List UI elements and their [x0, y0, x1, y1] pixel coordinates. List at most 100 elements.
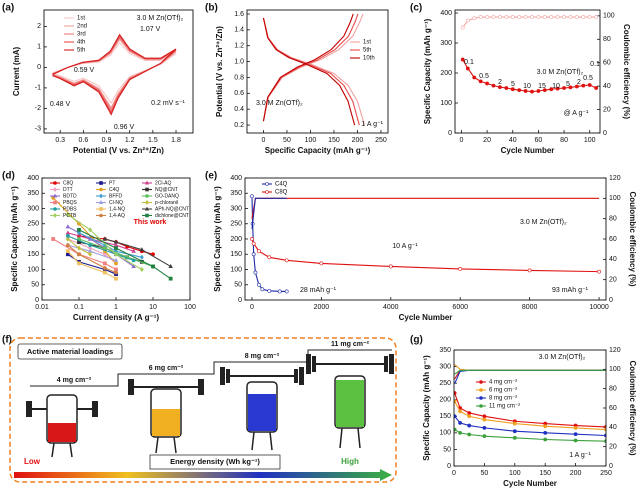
y2-tick-label: 100: [609, 366, 621, 373]
marker: [113, 239, 119, 244]
marker: [265, 190, 269, 194]
legend-label: 6 mg cm⁻²: [489, 388, 517, 394]
marker: [99, 213, 103, 218]
marker: [99, 181, 103, 185]
marker: [597, 269, 601, 274]
y-tick-label: 0: [37, 64, 41, 71]
annotation: 1 A g⁻¹: [569, 452, 591, 459]
legend-label: DTT: [63, 187, 73, 193]
legend-label: C8Q: [63, 180, 73, 186]
x-tick-label: 0: [459, 137, 463, 144]
marker: [114, 270, 118, 275]
y2-tick-label: 80: [603, 36, 611, 43]
legend-label: PDBS: [63, 206, 77, 212]
y-tick-label: 150: [439, 413, 451, 420]
marker: [472, 75, 477, 80]
marker: [458, 409, 462, 414]
x-tick-label: 250: [600, 470, 612, 477]
high-label: High: [341, 457, 359, 466]
plot-area: [262, 13, 366, 126]
legend-label: 5th: [363, 48, 371, 54]
y2-tick-label: 80: [609, 386, 617, 393]
marker: [543, 437, 548, 442]
panel-label: (a): [2, 3, 14, 14]
y2-tick-label: 60: [609, 405, 617, 412]
marker: [99, 207, 103, 211]
y-tick-label: 100: [27, 266, 39, 273]
marker: [65, 212, 70, 218]
panel-f: (f) Active material loadings 4 mg cm⁻² 6…: [2, 335, 397, 483]
y-tick-label: 250: [27, 221, 39, 228]
marker: [512, 435, 517, 440]
marker: [478, 79, 483, 84]
annotation: 1 A g⁻¹: [361, 121, 383, 128]
y2-tick-label: 20: [609, 444, 617, 451]
annotation: 28 mAh g⁻¹: [300, 287, 337, 294]
legend-label: 4 mg cm⁻²: [489, 380, 517, 386]
x-tick-label: 0.1: [74, 304, 84, 311]
battery-figure: [220, 367, 304, 451]
marker: [542, 88, 547, 93]
x-tick-label: 0: [452, 470, 456, 477]
marker: [260, 287, 265, 292]
legend-label: 1st: [363, 40, 371, 46]
legend-label: C4Q: [109, 187, 119, 193]
marker: [388, 264, 393, 269]
y2-tick-label: 0: [603, 130, 607, 137]
plot-area: [460, 15, 599, 94]
series-line: [454, 369, 606, 375]
panel-label: (f): [2, 335, 12, 346]
marker: [523, 89, 528, 93]
y-tick-label: 1.6: [234, 11, 244, 18]
marker: [114, 267, 118, 272]
marker: [467, 423, 472, 428]
x-axis-label: Specific Capacity (mAh g⁻¹): [265, 146, 371, 155]
y-tick-label: 0.4: [234, 106, 244, 113]
y-tick-label: -3: [35, 126, 41, 133]
x-tick-label: 1: [114, 304, 118, 311]
chart: (e)0 2000 4000 6000 8000 10000050100150200250…: [205, 171, 637, 322]
marker: [102, 246, 107, 251]
marker: [478, 15, 483, 19]
energy-arrow: [14, 469, 392, 481]
x-tick-label: 0: [250, 304, 254, 311]
marker: [65, 243, 70, 248]
marker: [77, 261, 81, 266]
marker: [144, 206, 150, 211]
annotation: @ A g⁻¹: [564, 110, 589, 117]
marker: [527, 268, 532, 273]
y-tick-label: 350: [27, 190, 39, 197]
y-tick-label: 1.2: [234, 43, 244, 50]
x-tick-label: 50: [283, 137, 291, 144]
marker: [460, 57, 465, 62]
x-tick-label: 0.9: [102, 137, 112, 144]
y-tick-label: 1.4: [234, 27, 244, 34]
y2-tick-label: 20: [603, 106, 611, 113]
y-tick-label: 1.0: [234, 58, 244, 65]
marker: [251, 241, 256, 246]
x-tick-label: 1.8: [171, 137, 181, 144]
x-tick-label: 80: [560, 137, 568, 144]
x-tick-label: 100: [184, 304, 196, 311]
plot-area: [51, 195, 173, 281]
marker: [575, 84, 579, 89]
marker: [53, 187, 57, 192]
marker: [517, 88, 522, 93]
marker: [543, 424, 548, 429]
marker: [479, 404, 483, 408]
marker: [77, 245, 81, 251]
annotation: 3.0 M Zn(OTf)₂: [537, 69, 584, 76]
y2-axis-label: Coulombic efficiency (%): [622, 24, 631, 119]
marker: [139, 254, 144, 260]
marker: [542, 15, 547, 19]
x-tick-label: 8000: [522, 304, 538, 311]
marker: [145, 213, 149, 218]
marker: [114, 276, 118, 281]
annotation: 5: [511, 81, 515, 88]
y-tick-label: 0: [447, 463, 451, 470]
energy-axis-label: Energy density (Wh kg⁻¹): [170, 457, 260, 466]
marker: [102, 236, 108, 241]
x-tick-label: 0.6: [79, 137, 89, 144]
marker: [267, 288, 272, 293]
annotation: 3.0 M Zn(OTf)₂: [520, 219, 567, 226]
